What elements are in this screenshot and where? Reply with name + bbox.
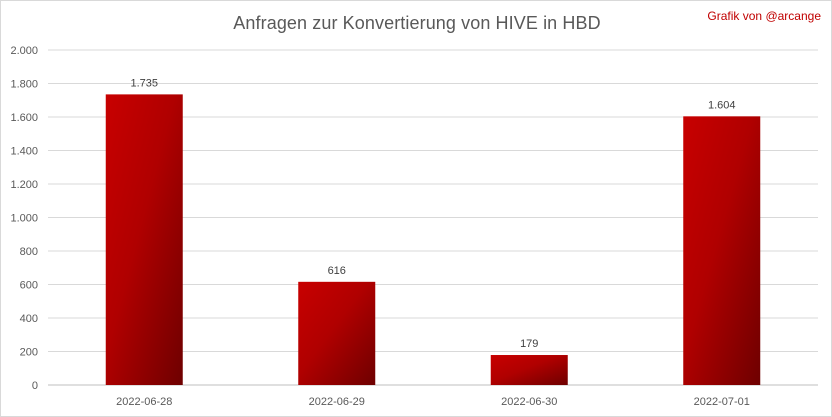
bar-value-label: 616: [328, 265, 346, 277]
x-tick-label: 2022-06-28: [116, 396, 172, 408]
bar: [683, 116, 761, 385]
x-tick-label: 2022-07-01: [694, 396, 750, 408]
bar-value-label: 179: [520, 338, 538, 350]
y-tick-label: 1.400: [10, 146, 38, 158]
chart-credit: Grafik von @arcange: [707, 9, 821, 23]
bar: [298, 281, 376, 385]
y-tick-label: 1.600: [10, 112, 38, 124]
y-tick-label: 2.000: [10, 45, 38, 57]
y-tick-label: 600: [20, 280, 38, 292]
y-tick-label: 1.000: [10, 213, 38, 225]
bar-value-label: 1.735: [130, 77, 158, 89]
bar: [490, 355, 568, 385]
y-tick-label: 800: [20, 246, 38, 258]
chart-title: Anfragen zur Konvertierung von HIVE in H…: [233, 13, 601, 33]
bar: [105, 94, 183, 385]
y-tick-label: 1.200: [10, 179, 38, 191]
y-tick-label: 400: [20, 313, 38, 325]
bar-value-label: 1.604: [708, 99, 736, 111]
x-tick-label: 2022-06-29: [309, 396, 365, 408]
y-tick-label: 200: [20, 347, 38, 359]
y-tick-label: 1.800: [10, 79, 38, 91]
y-tick-label: 0: [32, 380, 38, 392]
x-tick-label: 2022-06-30: [501, 396, 557, 408]
